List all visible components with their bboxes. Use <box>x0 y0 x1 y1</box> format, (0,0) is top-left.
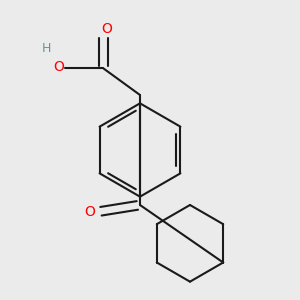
Text: O: O <box>101 22 112 36</box>
Text: H: H <box>42 42 51 55</box>
Text: O: O <box>53 60 64 74</box>
Text: O: O <box>85 205 95 219</box>
